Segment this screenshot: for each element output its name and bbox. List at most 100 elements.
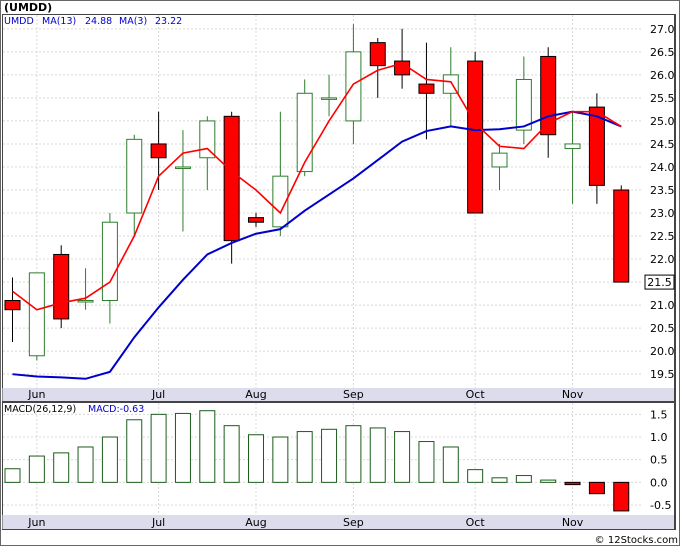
macd-bar-14 (345, 425, 362, 483)
price-x-tick-Aug: Aug (245, 388, 266, 401)
price-y-tick-23.5: 23.5 (650, 184, 675, 197)
candle-20 (491, 143, 508, 190)
price-x-tick-Jul: Jul (151, 388, 165, 401)
legend-ma3-label: MA(3) (119, 16, 147, 27)
candle-body (418, 83, 435, 94)
candle-7 (174, 130, 191, 232)
price-y-tick-19.5: 19.5 (650, 368, 675, 381)
candle-body (248, 217, 264, 223)
candle-body (53, 253, 70, 320)
candle-body (515, 78, 532, 131)
candlesticks (4, 24, 630, 361)
candle-body (174, 166, 191, 169)
candle-body (101, 221, 118, 302)
macd-x-tick-Jul: Jul (151, 516, 165, 529)
macd-bar-21 (515, 475, 532, 483)
macd-bar-25 (613, 481, 630, 512)
price-panel-xaxis-band (2, 388, 676, 401)
candle-body (272, 175, 289, 228)
price-y-tick-26.0: 26.0 (650, 69, 675, 82)
candle-23 (564, 111, 581, 204)
candle-body (345, 51, 362, 122)
candle-body (126, 138, 143, 214)
macd-bar-5 (126, 419, 143, 483)
price-panel-frame (2, 14, 676, 402)
macd-bar-7 (174, 412, 191, 483)
last-price-label: 21.5 (647, 276, 672, 289)
price-x-tick-Oct: Oct (466, 388, 486, 401)
macd-y-tick-labels: 1.5 1.0 0.5 0.0 -0.5 (650, 408, 671, 512)
macd-bar-20 (491, 477, 508, 483)
macd-bar-15 (369, 427, 386, 483)
macd-y-tick-1.0: 1.0 (650, 431, 668, 444)
price-y-tick-27.0: 27.0 (650, 23, 675, 36)
macd-bar-0 (4, 468, 21, 483)
candle-10 (248, 213, 264, 227)
macd-panel-xaxis-band (2, 515, 676, 529)
moving-average-lines (12, 62, 622, 380)
legend-symbol: UMDD (4, 16, 34, 27)
macd-bar-8 (199, 410, 216, 483)
price-y-tick-22.0: 22.0 (650, 253, 675, 266)
legend-ma13-value: 24.88 (85, 16, 112, 27)
macd-y-tick-1.5: 1.5 (650, 408, 668, 421)
macd-bar-22 (540, 479, 557, 483)
candle-body (564, 143, 581, 150)
candle-5 (126, 134, 143, 237)
candle-12 (296, 79, 313, 177)
candle-body (588, 106, 605, 186)
price-y-tick-22.5: 22.5 (650, 230, 675, 243)
candle-11 (272, 111, 289, 237)
macd-x-tick-Nov: Nov (562, 516, 584, 529)
price-x-tick-Nov: Nov (562, 388, 584, 401)
candle-1 (28, 272, 45, 361)
macd-y-tick-0.0: 0.0 (650, 476, 668, 489)
macd-x-tick-labels: Jun Jul Aug Sep Oct Nov (27, 516, 584, 529)
candle-4 (101, 213, 118, 324)
price-y-tick-20.0: 20.0 (650, 345, 675, 358)
macd-bar-3 (77, 446, 94, 483)
price-y-tick-20.5: 20.5 (650, 322, 675, 335)
macd-bar-10 (248, 434, 264, 483)
macd-x-tick-Oct: Oct (466, 516, 486, 529)
candle-body (150, 143, 167, 159)
candle-13 (321, 74, 338, 117)
candle-body (4, 300, 21, 311)
candle-9 (223, 111, 240, 264)
macd-legend-value: MACD:-0.63 (88, 404, 144, 415)
price-y-tick-21.0: 21.0 (650, 299, 675, 312)
watermark: © 12Stocks.com (595, 535, 678, 546)
price-x-tick-Sep: Sep (343, 388, 364, 401)
candle-15 (369, 38, 386, 98)
macd-x-tick-Jun: Jun (27, 516, 45, 529)
last-price-box (644, 274, 675, 290)
candle-0 (4, 277, 21, 342)
macd-bar-1 (28, 455, 45, 483)
candle-body (223, 115, 240, 242)
ma3-line (12, 62, 622, 311)
macd-legend-label: MACD(26,12,9) (4, 404, 76, 415)
macd-y-tick-0.5: 0.5 (650, 454, 668, 467)
macd-bar-17 (418, 441, 435, 483)
price-y-tick-26.5: 26.5 (650, 46, 675, 59)
legend-ma13-label: MA(13) (42, 16, 76, 27)
candle-body (199, 120, 216, 159)
macd-bar-9 (223, 425, 240, 483)
price-panel-right-edge (674, 14, 676, 402)
candle-21 (515, 56, 532, 144)
candle-3 (77, 268, 94, 310)
macd-bar-12 (296, 431, 313, 483)
macd-bar-19 (467, 469, 484, 483)
candle-body (296, 92, 313, 173)
legend-ma3-value: 23.22 (155, 16, 182, 27)
macd-bar-11 (272, 436, 289, 483)
candle-body (321, 97, 338, 100)
macd-x-tick-Sep: Sep (343, 516, 364, 529)
macd-bar-6 (150, 413, 167, 483)
candle-17 (418, 42, 435, 140)
macd-x-tick-Aug: Aug (245, 516, 266, 529)
macd-bar-16 (394, 431, 411, 483)
macd-bar-23 (564, 481, 581, 486)
candle-body (491, 152, 508, 168)
